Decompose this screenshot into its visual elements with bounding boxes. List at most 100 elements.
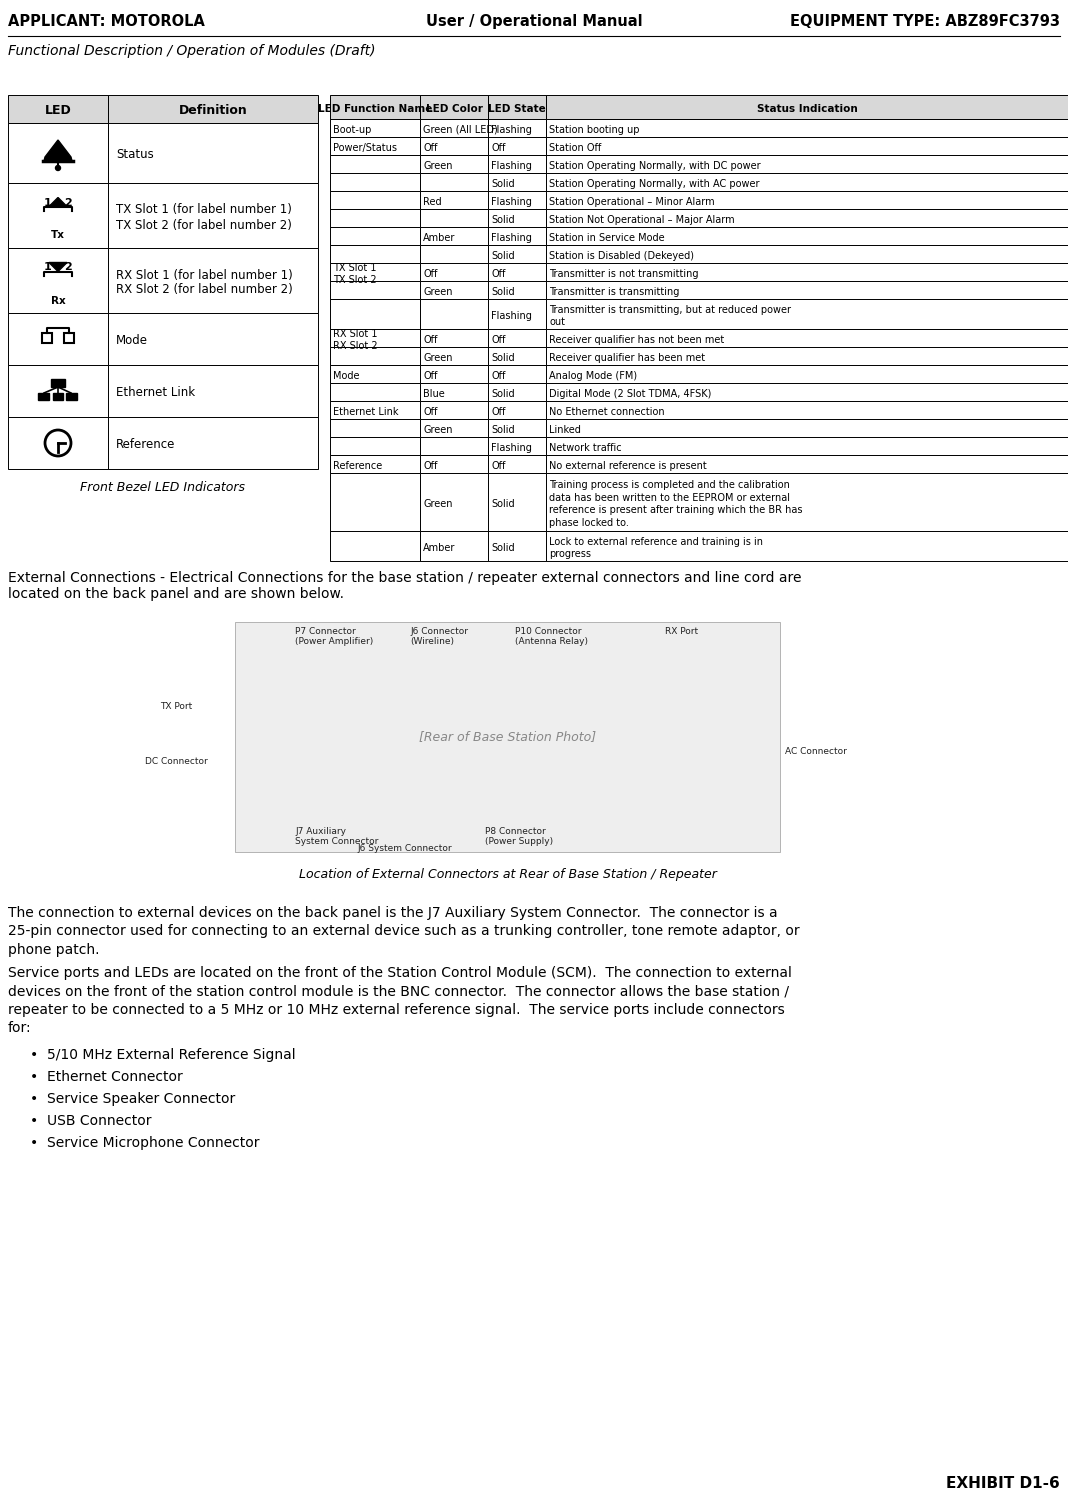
Bar [420,227,488,245]
Bar [488,191,546,209]
Text: Analog Mode (FM): Analog Mode (FM) [549,372,638,380]
Bar [546,298,1068,330]
Text: RX Port: RX Port [665,627,698,636]
Bar [488,455,546,473]
Text: Flashing: Flashing [491,310,532,321]
Bar [330,95,420,119]
Bar [330,531,420,561]
Text: P10 Connector
(Antenna Relay): P10 Connector (Antenna Relay) [515,627,588,646]
Bar [108,95,318,122]
Bar [488,95,546,119]
Bar [330,419,420,437]
Bar [488,366,546,383]
Text: Receiver qualifier has not been met: Receiver qualifier has not been met [549,336,724,345]
Text: Network traffic: Network traffic [549,443,622,454]
Text: EXHIBIT D1-6: EXHIBIT D1-6 [946,1476,1061,1491]
Bar [488,401,546,419]
Bar [420,366,488,383]
Text: Station Operating Normally, with DC power: Station Operating Normally, with DC powe… [549,161,760,172]
Text: AC Connector: AC Connector [785,747,847,756]
Text: Red: Red [423,197,442,207]
Bar [420,191,488,209]
Text: Off: Off [491,372,505,380]
Bar [546,119,1068,137]
Text: Front Bezel LED Indicators: Front Bezel LED Indicators [80,480,246,494]
Text: J7 Auxiliary
System Connector: J7 Auxiliary System Connector [295,827,378,846]
Bar [330,119,420,137]
Bar [546,280,1068,298]
Text: [Rear of Base Station Photo]: [Rear of Base Station Photo] [419,731,596,743]
Text: LED Color: LED Color [425,104,483,113]
Bar [546,173,1068,191]
Text: Amber: Amber [423,233,455,243]
Text: 2: 2 [64,263,72,273]
Bar [108,416,318,468]
Bar [420,348,488,366]
Text: Ethernet Link: Ethernet Link [116,386,195,400]
Text: TX Slot 1
TX Slot 2: TX Slot 1 TX Slot 2 [333,263,377,285]
Text: LED State: LED State [488,104,546,113]
Text: Solid: Solid [491,354,515,363]
Text: Green: Green [423,498,453,509]
Bar [420,173,488,191]
Text: Off: Off [423,336,438,345]
Text: Flashing: Flashing [491,443,532,454]
Text: Amber: Amber [423,543,455,554]
Text: Status: Status [116,149,154,161]
Text: Functional Description / Operation of Modules (Draft): Functional Description / Operation of Mo… [7,43,376,58]
Text: Tx: Tx [51,230,65,240]
Bar [108,184,318,248]
Bar [7,122,108,184]
Text: The connection to external devices on the back panel is the J7 Auxiliary System : The connection to external devices on th… [7,906,800,956]
Bar [330,245,420,263]
Bar [546,330,1068,348]
Text: RX Slot 1
RX Slot 2: RX Slot 1 RX Slot 2 [333,328,378,351]
Bar [488,209,546,227]
Bar [330,280,420,298]
Bar [7,416,108,468]
Polygon shape [49,197,67,206]
Bar [330,348,420,366]
Text: Station Not Operational – Major Alarm: Station Not Operational – Major Alarm [549,215,735,225]
Bar [546,245,1068,263]
Text: TX Port: TX Port [160,703,192,712]
Text: Station Operational – Minor Alarm: Station Operational – Minor Alarm [549,197,714,207]
Bar [488,227,546,245]
Circle shape [45,430,70,457]
Bar [488,419,546,437]
Text: Off: Off [423,372,438,380]
Bar [546,437,1068,455]
Bar [330,473,420,531]
Bar [488,137,546,155]
Text: Definition: Definition [178,104,248,118]
Text: Off: Off [423,269,438,279]
Bar [420,419,488,437]
Bar [488,155,546,173]
Bar [53,392,63,400]
Text: Off: Off [423,143,438,154]
Bar [488,173,546,191]
Text: Flashing: Flashing [491,233,532,243]
Text: Green: Green [423,425,453,436]
Text: LED: LED [45,104,72,118]
Bar [488,263,546,280]
Bar [488,437,546,455]
Bar [546,531,1068,561]
Bar [330,173,420,191]
Text: User / Operational Manual: User / Operational Manual [426,13,642,28]
Bar [546,137,1068,155]
Text: Station Operating Normally, with AC power: Station Operating Normally, with AC powe… [549,179,759,189]
Bar [420,137,488,155]
Text: APPLICANT: MOTOROLA: APPLICANT: MOTOROLA [7,13,205,28]
Bar [546,455,1068,473]
Bar [38,392,49,400]
Text: Green: Green [423,286,453,297]
Text: Station in Service Mode: Station in Service Mode [549,233,664,243]
Bar [420,245,488,263]
Text: Off: Off [491,336,505,345]
Bar [330,209,420,227]
Text: •  Service Microphone Connector: • Service Microphone Connector [30,1135,260,1150]
Text: Solid: Solid [491,251,515,261]
Bar [64,333,74,343]
Text: Solid: Solid [491,215,515,225]
